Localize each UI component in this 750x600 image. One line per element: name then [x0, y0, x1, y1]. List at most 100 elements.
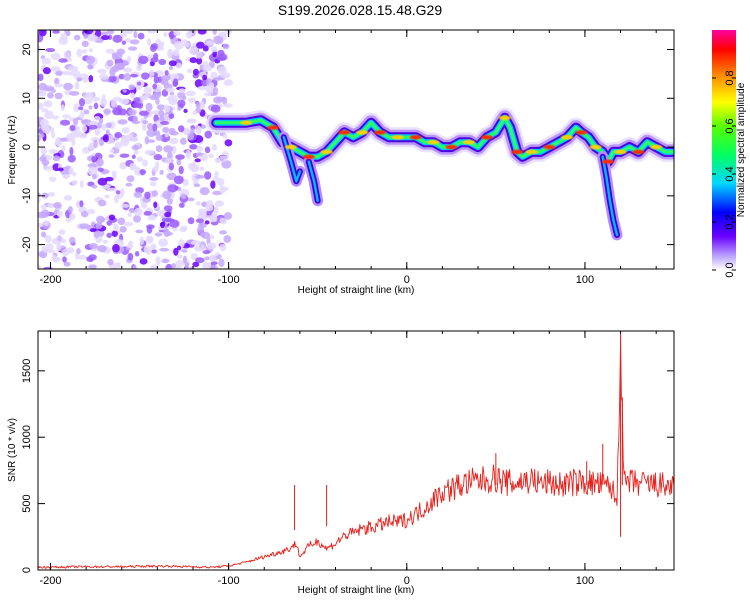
noise-speckle: [105, 122, 112, 129]
noise-speckle: [54, 92, 63, 100]
noise-speckle: [147, 139, 156, 143]
noise-speckle: [168, 60, 177, 67]
noise-speckle: [197, 30, 207, 35]
noise-speckle: [126, 30, 133, 35]
noise-speckle: [195, 257, 205, 264]
noise-speckle: [69, 124, 76, 131]
noise-speckle: [167, 48, 174, 58]
noise-speckle: [97, 199, 107, 207]
noise-speckle: [50, 52, 61, 61]
noise-speckle: [175, 259, 184, 268]
noise-speckle: [158, 238, 168, 247]
noise-speckle: [72, 171, 77, 177]
noise-speckle: [196, 126, 202, 135]
noise-speckle: [188, 162, 198, 171]
noise-speckle: [189, 144, 198, 150]
noise-speckle: [149, 95, 158, 101]
noise-speckle: [81, 40, 89, 48]
noise-speckle: [179, 227, 187, 233]
noise-speckle: [199, 166, 205, 171]
spectrogram-y-tick-label: -10: [21, 188, 33, 204]
noise-speckle: [197, 85, 207, 91]
noise-speckle: [208, 254, 217, 262]
noise-speckle: [210, 104, 221, 113]
spectrogram-y-tick-label: 20: [21, 43, 33, 55]
noise-speckle: [106, 220, 112, 226]
noise-speckle: [173, 247, 179, 256]
noise-speckle: [132, 102, 142, 108]
noise-speckle: [62, 174, 71, 179]
snr-x-tick-label: 100: [576, 575, 594, 587]
noise-speckle: [81, 49, 88, 54]
noise-speckle: [59, 119, 71, 126]
noise-speckle: [97, 68, 107, 74]
noise-speckle: [151, 249, 158, 254]
noise-speckle: [168, 137, 179, 145]
noise-speckle: [196, 145, 203, 152]
noise-speckle: [192, 110, 198, 115]
ridge-hotspot: [575, 130, 588, 135]
noise-speckle: [123, 67, 133, 73]
noise-speckle: [183, 108, 188, 114]
ridge-branch: [601, 155, 619, 237]
noise-speckle: [109, 148, 114, 153]
noise-speckle: [163, 205, 173, 212]
noise-speckle: [113, 195, 119, 204]
noise-speckle: [187, 132, 195, 141]
spectrogram-y-tick-label: 0: [21, 144, 33, 150]
noise-speckle: [92, 173, 97, 180]
noise-speckle: [38, 90, 47, 97]
noise-speckle: [86, 208, 96, 215]
noise-speckle: [119, 98, 130, 105]
noise-speckle: [139, 258, 148, 265]
colorbar-gradient: [712, 30, 736, 270]
noise-speckle: [38, 30, 47, 37]
noise-speckle: [159, 169, 164, 175]
noise-speckle: [76, 248, 81, 255]
snr-panel: -200 -100 0 100 0 500 1000 1500 Height of stra…: [7, 330, 675, 596]
noise-speckle: [195, 201, 201, 206]
noise-speckle: [131, 154, 136, 160]
noise-speckle: [209, 215, 218, 223]
noise-speckle: [127, 252, 134, 261]
chart-title: S199.2026.028.15.48.G29: [278, 2, 442, 18]
noise-speckle: [72, 117, 79, 126]
noise-speckle: [223, 79, 234, 86]
noise-speckle: [48, 149, 58, 154]
noise-speckle: [117, 217, 126, 226]
snr-y-tick-label: 0: [21, 567, 33, 573]
noise-speckle: [38, 102, 44, 110]
noise-speckle: [63, 261, 71, 267]
noise-speckle: [69, 236, 76, 245]
noise-speckle: [132, 115, 138, 124]
noise-speckle: [82, 92, 91, 99]
noise-speckle: [196, 41, 205, 49]
noise-speckle: [173, 48, 180, 57]
noise-speckle-region: [38, 30, 234, 269]
noise-speckle: [40, 231, 47, 238]
noise-speckle: [55, 235, 64, 244]
noise-speckle: [222, 43, 230, 50]
noise-speckle: [123, 73, 132, 81]
noise-speckle: [192, 68, 199, 76]
colorbar-ticks: 0.0 0.2 0.4 0.6 0.8: [712, 70, 736, 278]
noise-speckle: [106, 59, 114, 67]
spectral-ridge: [206, 107, 674, 241]
noise-speckle: [203, 92, 212, 97]
noise-speckle: [79, 223, 90, 229]
noise-speckle: [111, 170, 117, 179]
noise-speckle: [96, 158, 104, 167]
noise-speckle: [44, 110, 54, 120]
noise-speckle: [219, 243, 227, 252]
noise-speckle: [134, 168, 143, 176]
noise-speckle: [69, 117, 75, 122]
noise-speckle: [222, 133, 228, 140]
noise-speckle: [121, 127, 130, 134]
noise-speckle: [153, 154, 163, 161]
noise-speckle: [187, 119, 196, 123]
colorbar-tick-label: 0.0: [724, 262, 736, 277]
noise-speckle: [119, 161, 127, 170]
snr-series-line: [38, 337, 674, 569]
noise-speckle: [132, 264, 137, 269]
noise-speckle: [54, 83, 65, 88]
